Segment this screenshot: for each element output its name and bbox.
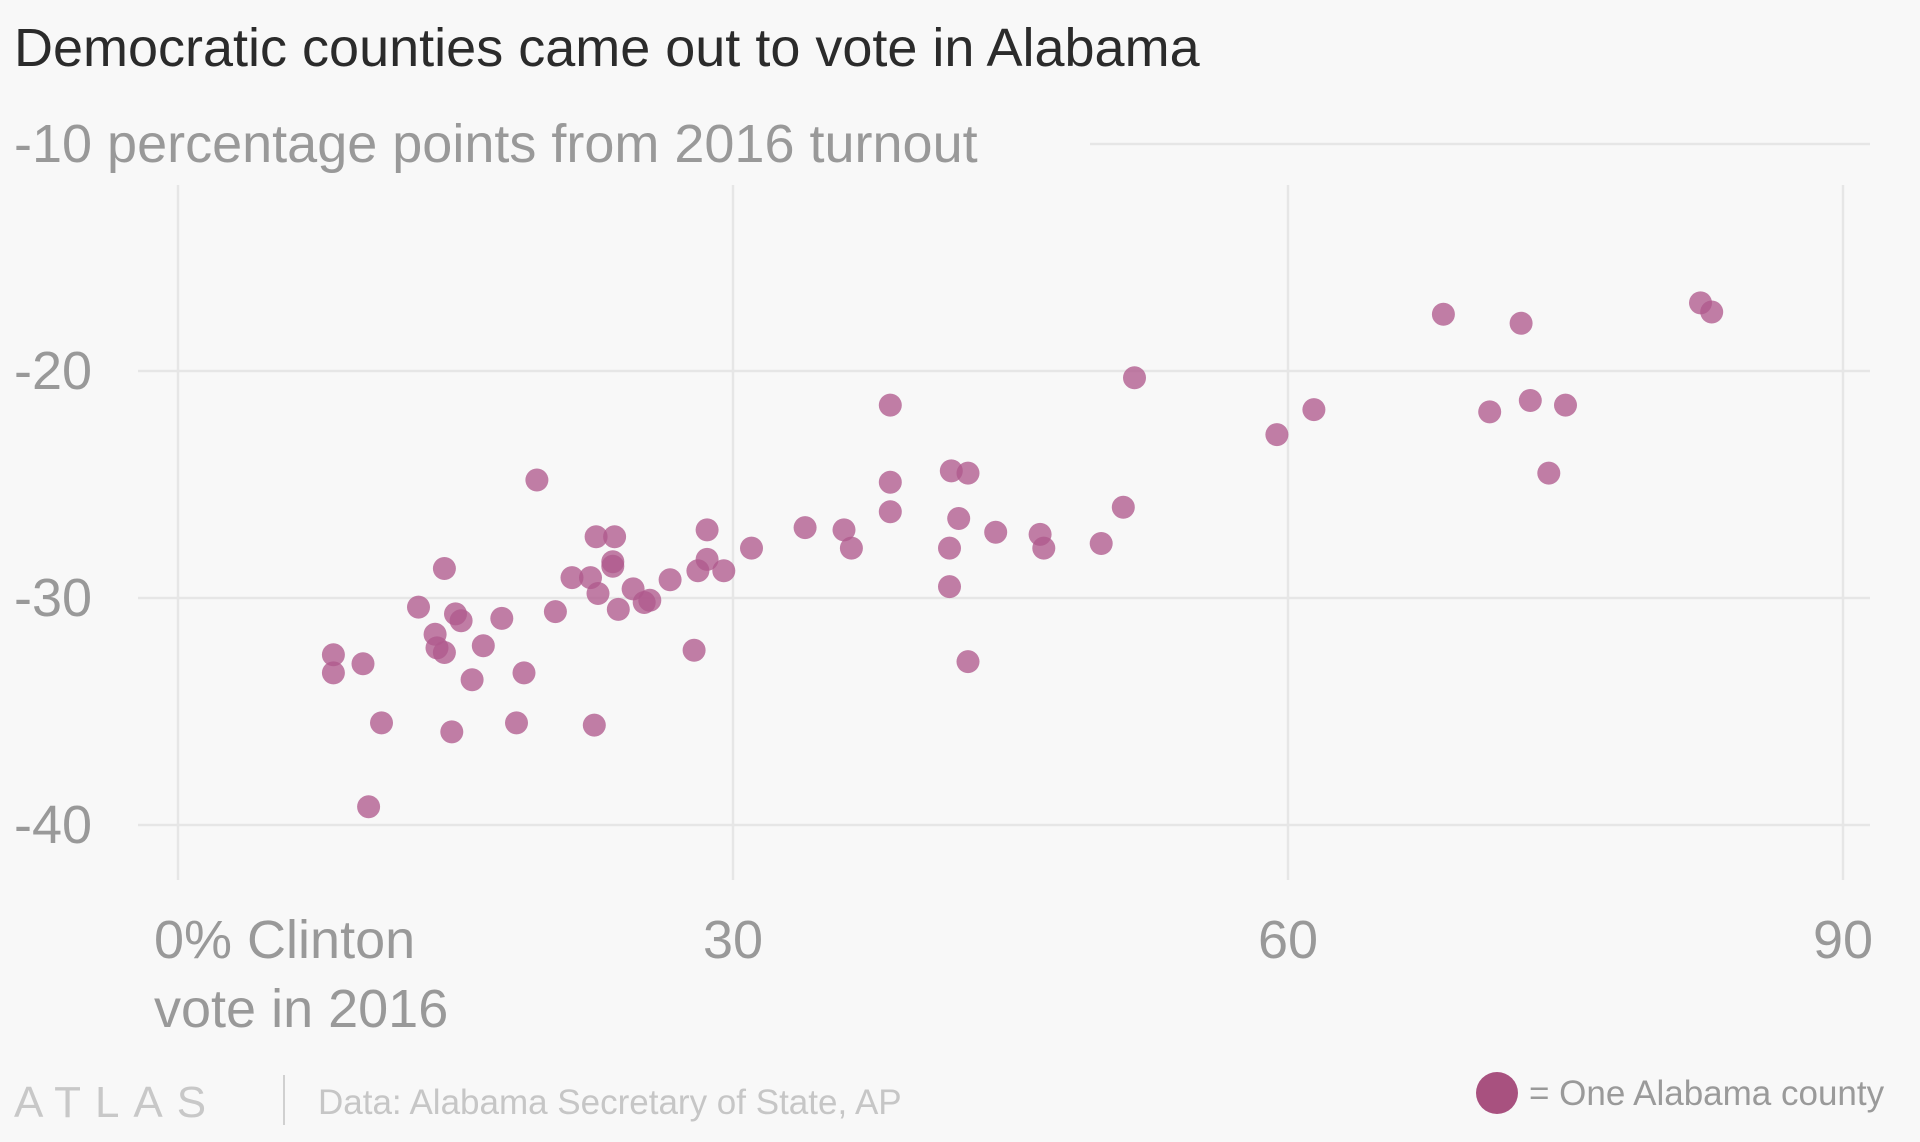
county-point — [543, 600, 567, 624]
county-point — [432, 641, 456, 664]
y-tick-label: -30 — [14, 568, 92, 628]
y-tick-label: -40 — [14, 795, 92, 855]
county-point — [682, 638, 706, 662]
county-point — [1032, 536, 1056, 560]
county-point — [586, 582, 610, 605]
county-point — [1431, 302, 1455, 326]
county-point — [740, 536, 763, 560]
county-point — [1111, 495, 1135, 519]
county-point — [584, 525, 608, 549]
legend-label: = One Alabama county — [1529, 1074, 1885, 1113]
county-point — [1123, 366, 1146, 390]
county-point — [938, 536, 961, 560]
county-point — [938, 575, 961, 599]
county-point — [606, 597, 630, 621]
legend-dot — [1476, 1072, 1518, 1114]
county-point — [712, 559, 736, 583]
gridlines — [138, 142, 1870, 880]
county-point — [490, 606, 514, 630]
county-point — [1302, 398, 1326, 422]
county-point — [658, 568, 682, 592]
county-point — [603, 525, 627, 549]
county-point — [357, 795, 381, 819]
y-tick-label: -20 — [14, 341, 92, 401]
county-point — [512, 661, 536, 685]
data-source: Data: Alabama Secretary of State, AP — [318, 1083, 902, 1122]
x-tick-label: 90 — [1813, 910, 1873, 970]
x-tick-label: 30 — [703, 910, 763, 970]
county-point — [832, 518, 856, 542]
county-point — [1509, 311, 1533, 335]
county-point — [878, 470, 902, 494]
county-point — [878, 500, 902, 524]
y-axis-tick-labels: -10 percentage points from 2016 turnout -… — [14, 114, 978, 855]
county-point — [1478, 400, 1502, 424]
county-point — [839, 536, 863, 560]
county-point — [471, 634, 495, 658]
x-tick-label: 0% Clinton — [154, 910, 415, 970]
county-point — [601, 554, 625, 578]
county-point — [505, 711, 528, 735]
county-point — [1700, 300, 1724, 324]
county-point — [351, 652, 375, 676]
county-point — [560, 566, 584, 590]
county-point — [1518, 389, 1542, 412]
x-axis-label: vote in 2016 — [154, 979, 448, 1039]
county-point — [321, 643, 345, 667]
county-point — [695, 518, 719, 542]
atlas-logo: ATLAS — [14, 1078, 220, 1127]
county-point — [1089, 532, 1113, 555]
county-point — [947, 507, 971, 530]
x-axis-tick-labels: 0% Clinton 30 60 90 vote in 2016 — [154, 910, 1873, 1039]
county-point — [582, 713, 606, 737]
county-point — [1265, 423, 1289, 447]
county-point — [1537, 461, 1561, 485]
county-point — [695, 547, 719, 571]
county-point — [939, 459, 963, 483]
county-point — [440, 720, 464, 744]
county-point — [956, 650, 980, 674]
county-point — [878, 393, 902, 417]
county-point — [370, 711, 393, 735]
county-point — [984, 520, 1008, 544]
county-point — [321, 661, 345, 685]
x-tick-label: 60 — [1258, 910, 1318, 970]
data-points — [321, 291, 1724, 819]
county-point — [432, 557, 456, 580]
county-point — [449, 609, 473, 633]
chart-title: Democratic counties came out to vote in … — [14, 18, 1201, 78]
county-point — [638, 588, 662, 612]
county-point — [460, 668, 484, 692]
county-point — [407, 595, 430, 619]
county-point — [793, 516, 817, 540]
county-point — [1554, 393, 1577, 417]
county-point — [525, 468, 549, 492]
county-point — [956, 461, 980, 485]
y-tick-label: -10 percentage points from 2016 turnout — [14, 114, 978, 174]
